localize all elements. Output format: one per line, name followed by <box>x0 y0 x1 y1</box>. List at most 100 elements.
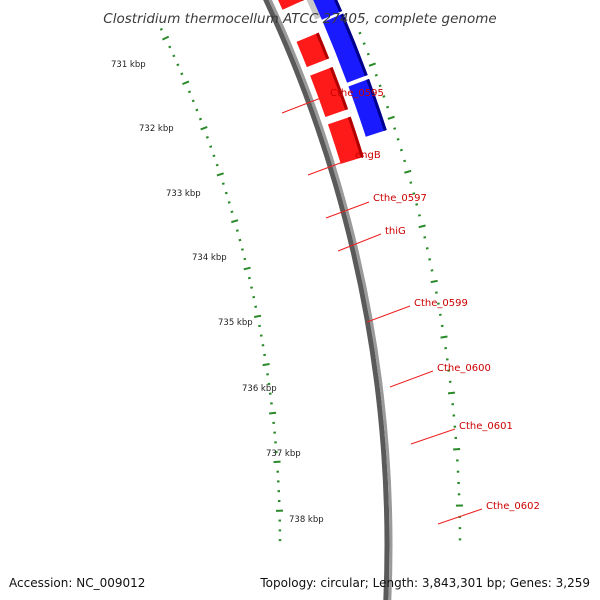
outer-tick-ring-tick <box>428 258 432 261</box>
gene-features <box>190 0 387 164</box>
leader-line <box>366 305 411 323</box>
scale-labels: 731 kbp 732 kbp 733 kbp 734 kbp 735 kbp 736 k… <box>111 60 324 525</box>
outer-tick-ring-tick <box>386 105 390 109</box>
gene-label: Cthe_0599 <box>414 298 468 309</box>
inner-tick-ring-tick <box>254 305 258 308</box>
inner-tick-ring-tick <box>224 191 228 195</box>
leader-line <box>389 370 434 388</box>
outer-tick-ring-tick <box>415 203 419 206</box>
inner-tick-ring-tick <box>221 182 225 186</box>
leader-line <box>281 95 327 114</box>
inner-tick-ring-tick <box>209 145 213 148</box>
scale-label: 731 kbp <box>111 60 146 70</box>
gene-label: Cthe_0600 <box>437 363 491 374</box>
leader-line <box>307 158 352 176</box>
inner-tick-ring-tick <box>215 163 219 167</box>
forward-strand-gene-edge <box>315 32 330 60</box>
inner-tick-ring-tick <box>250 286 254 289</box>
gene-label: Cthe_0597 <box>373 193 427 204</box>
forward-strand-gene-edge <box>347 116 364 158</box>
inner-tick-ring-tick <box>212 154 216 158</box>
gene-label: Cthe_0602 <box>486 501 540 512</box>
outer-tick-ring-tick <box>362 42 366 45</box>
gene-label: thiG <box>385 226 406 237</box>
inner-tick-ring-tick <box>227 201 231 204</box>
reverse-strand-gene-edge <box>366 78 387 131</box>
map-title: Clostridium thermocellum ATCC 27405, com… <box>103 11 496 27</box>
inner-tick-ring-tick <box>247 276 251 280</box>
inner-tick-ring-tick <box>231 219 239 224</box>
forward-strand-gene-edge <box>301 0 305 2</box>
inner-tick-ring-tick <box>240 248 244 251</box>
inner-tick-ring-tick <box>205 136 209 139</box>
outer-tick-ring-tick <box>368 62 376 67</box>
outer-tick-ring-tick <box>403 159 407 163</box>
scale-label: 737 kbp <box>266 449 301 459</box>
outer-tick-ring-tick <box>382 95 386 98</box>
outer-tick-ring-tick <box>396 137 400 141</box>
gene-label: Cthe_0601 <box>459 421 513 432</box>
scale-label: 732 kbp <box>139 124 174 134</box>
outer-tick-ring-tick <box>404 169 412 174</box>
scale-ticks <box>159 27 463 542</box>
inner-tick-ring-tick <box>243 266 251 271</box>
leader-line <box>410 428 456 445</box>
outer-tick-ring-tick <box>366 52 370 56</box>
outer-tick-ring-tick <box>399 148 403 152</box>
inner-tick-ring-tick <box>195 108 199 112</box>
outer-tick-ring-tick <box>423 236 427 239</box>
scale-label: 736 kbp <box>242 384 277 394</box>
outer-tick-ring-tick <box>378 84 382 88</box>
accession-text: Accession: NC_009012 <box>9 576 145 590</box>
scale-label: 735 kbp <box>218 318 253 328</box>
forward-strand-gene <box>278 0 305 10</box>
inner-tick-ring-tick <box>216 172 224 177</box>
inner-tick-ring-tick <box>159 27 163 31</box>
gene-labels: Cthe_0595 engB Cthe_0597 thiG Cthe_0599 Cthe_… <box>330 88 540 512</box>
topology-summary-text: Topology: circular; Length: 3,843,301 bp… <box>259 576 590 590</box>
label-leader-lines <box>281 95 483 525</box>
inner-tick-ring-tick <box>168 45 172 49</box>
backbone-shadow <box>263 0 390 600</box>
outer-tick-ring-tick <box>425 247 429 250</box>
forward-strand-gene-edge <box>329 66 349 111</box>
inner-tick-ring-tick <box>198 117 202 121</box>
outer-tick-ring-tick <box>447 391 456 395</box>
outer-tick-ring-tick <box>418 224 426 229</box>
inner-tick-ring-tick <box>176 63 180 67</box>
inner-tick-ring-tick <box>262 363 270 367</box>
outer-tick-ring-tick <box>387 115 395 120</box>
inner-tick-ring-tick <box>200 126 208 131</box>
outer-tick-ring-tick <box>430 269 434 272</box>
inner-tick-ring-tick <box>269 411 277 415</box>
outer-tick-ring-tick <box>409 181 413 184</box>
inner-tick-ring-tick <box>230 210 234 214</box>
reverse-strand-gene-edge <box>340 13 368 77</box>
outer-tick-ring-tick <box>393 127 397 130</box>
reverse-strand-gene-edge <box>334 0 343 13</box>
leader-line <box>437 508 483 525</box>
reverse-strand-gene <box>322 13 368 83</box>
reverse-strand-gene <box>348 78 387 137</box>
inner-tick-ring-tick <box>187 90 192 94</box>
outer-tick-ring-tick <box>430 279 438 284</box>
inner-tick-ring-tick <box>254 314 262 319</box>
leader-line <box>325 201 370 219</box>
inner-tick-ring-tick <box>162 35 170 41</box>
outer-tick-ring-tick <box>453 447 461 451</box>
inner-tick-ring-tick <box>273 460 281 464</box>
backbone-line <box>268 0 393 600</box>
top-fade <box>190 0 250 10</box>
forward-strand-gene <box>310 66 349 118</box>
forward-strand-gene <box>327 116 364 164</box>
gene-label: engB <box>355 150 381 161</box>
outer-tick-ring-tick <box>412 192 416 195</box>
gene-label: Cthe_0595 <box>330 88 384 99</box>
inner-tick-ring-tick <box>191 99 195 103</box>
inner-tick-ring-tick <box>243 257 247 261</box>
genome-backbone <box>263 0 393 600</box>
outer-tick-ring-tick <box>417 214 421 217</box>
outer-tick-ring-tick <box>358 31 362 35</box>
inner-tick-ring-tick <box>180 72 184 76</box>
